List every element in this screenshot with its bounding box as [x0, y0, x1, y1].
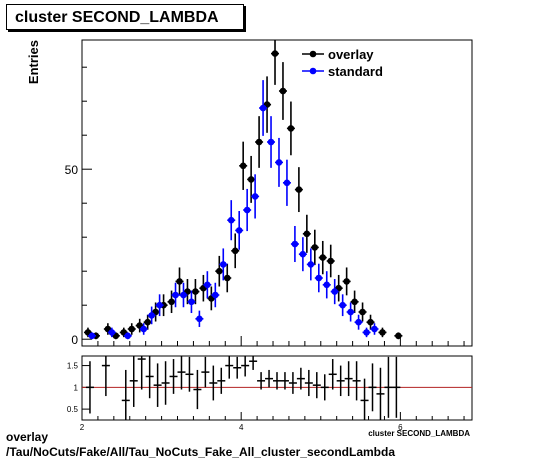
standard-point	[291, 240, 299, 248]
legend-label-standard: standard	[328, 64, 383, 79]
standard-point	[371, 325, 378, 333]
standard-point	[140, 325, 147, 333]
legend-marker-standard	[309, 67, 317, 75]
legend-marker-overlay	[309, 50, 317, 58]
overlay-point	[215, 267, 223, 275]
overlay-point	[295, 186, 303, 193]
overlay-point	[351, 298, 358, 306]
x-axis-label: cluster SECOND_LAMBDA	[368, 429, 470, 438]
standard-point	[331, 288, 339, 295]
footer-line-1: overlay	[6, 430, 49, 444]
overlay-point	[367, 318, 374, 326]
footer-line-2: /Tau/NoCuts/Fake/All/Tau_NoCuts_Fake_All…	[6, 445, 395, 459]
y-tick-label: 0	[71, 333, 78, 347]
overlay-point	[223, 274, 231, 282]
ratio-plot-frame	[81, 355, 473, 421]
standard-point	[355, 318, 362, 326]
ratio-y-tick-label: 0.5	[67, 405, 79, 414]
standard-point	[315, 274, 323, 282]
overlay-point	[343, 278, 350, 285]
overlay-point	[247, 176, 255, 183]
overlay-point	[303, 230, 311, 238]
standard-point	[148, 312, 155, 319]
overlay-point	[128, 325, 136, 333]
overlay-point	[176, 278, 183, 285]
standard-point	[243, 206, 251, 214]
ratio-axis-ticks: 0.5 1 1.5 2 4 6	[67, 362, 465, 432]
overlay-point	[168, 298, 175, 306]
standard-point	[188, 298, 195, 306]
legend: overlay standard	[302, 47, 383, 79]
overlay-point	[279, 87, 287, 95]
main-plot-panel: 0 50 Entries overlay standard	[26, 39, 473, 347]
main-series-marks	[83, 40, 403, 340]
standard-point	[267, 138, 275, 146]
standard-point	[212, 291, 219, 299]
standard-point	[196, 315, 203, 323]
standard-point	[323, 281, 331, 289]
legend-label-overlay: overlay	[328, 47, 374, 62]
overlay-point	[271, 50, 279, 57]
ratio-x-tick-label: 6	[398, 423, 403, 432]
main-plot-frame	[81, 39, 473, 347]
overlay-point	[359, 308, 366, 316]
standard-point	[235, 227, 243, 234]
overlay-point	[192, 288, 199, 295]
standard-point	[219, 261, 227, 268]
main-axis-ticks: 0 50	[65, 66, 465, 347]
overlay-point	[379, 329, 386, 336]
standard-point	[88, 332, 96, 340]
standard-point	[172, 291, 179, 299]
standard-point	[204, 281, 211, 289]
y-axis-label: Entries	[26, 40, 41, 84]
footer-caption: overlay /Tau/NoCuts/Fake/All/Tau_NoCuts_…	[6, 430, 395, 460]
overlay-point	[319, 254, 327, 261]
standard-point	[156, 301, 163, 309]
overlay-point	[327, 257, 335, 265]
overlay-point	[231, 247, 239, 255]
ratio-x-tick-label: 2	[80, 423, 85, 432]
overlay-point	[255, 138, 263, 146]
ratio-y-tick-label: 1.5	[67, 362, 79, 371]
standard-point	[347, 308, 354, 316]
overlay-point	[144, 318, 151, 326]
standard-point	[108, 329, 116, 336]
y-tick-label: 50	[65, 163, 79, 177]
standard-point	[363, 329, 370, 336]
standard-point	[283, 179, 291, 187]
chart-title: cluster SECOND_LAMBDA	[6, 4, 244, 30]
standard-point	[124, 332, 132, 340]
overlay-point	[395, 332, 402, 340]
standard-point	[339, 301, 346, 309]
standard-point	[275, 159, 283, 166]
overlay-point	[311, 244, 319, 251]
standard-point	[259, 104, 267, 112]
standard-point	[299, 250, 307, 258]
ratio-x-tick-label: 4	[239, 423, 244, 432]
overlay-point	[287, 125, 295, 132]
overlay-point	[239, 162, 247, 170]
standard-point	[180, 291, 187, 299]
ratio-series-marks	[82, 356, 472, 420]
ratio-y-tick-label: 1	[74, 383, 79, 392]
ratio-plot-panel: 0.5 1 1.5 2 4 6 cluster SECOND_LAMBDA	[67, 355, 473, 438]
standard-point	[251, 193, 259, 200]
standard-point	[227, 216, 235, 224]
standard-point	[307, 261, 315, 268]
